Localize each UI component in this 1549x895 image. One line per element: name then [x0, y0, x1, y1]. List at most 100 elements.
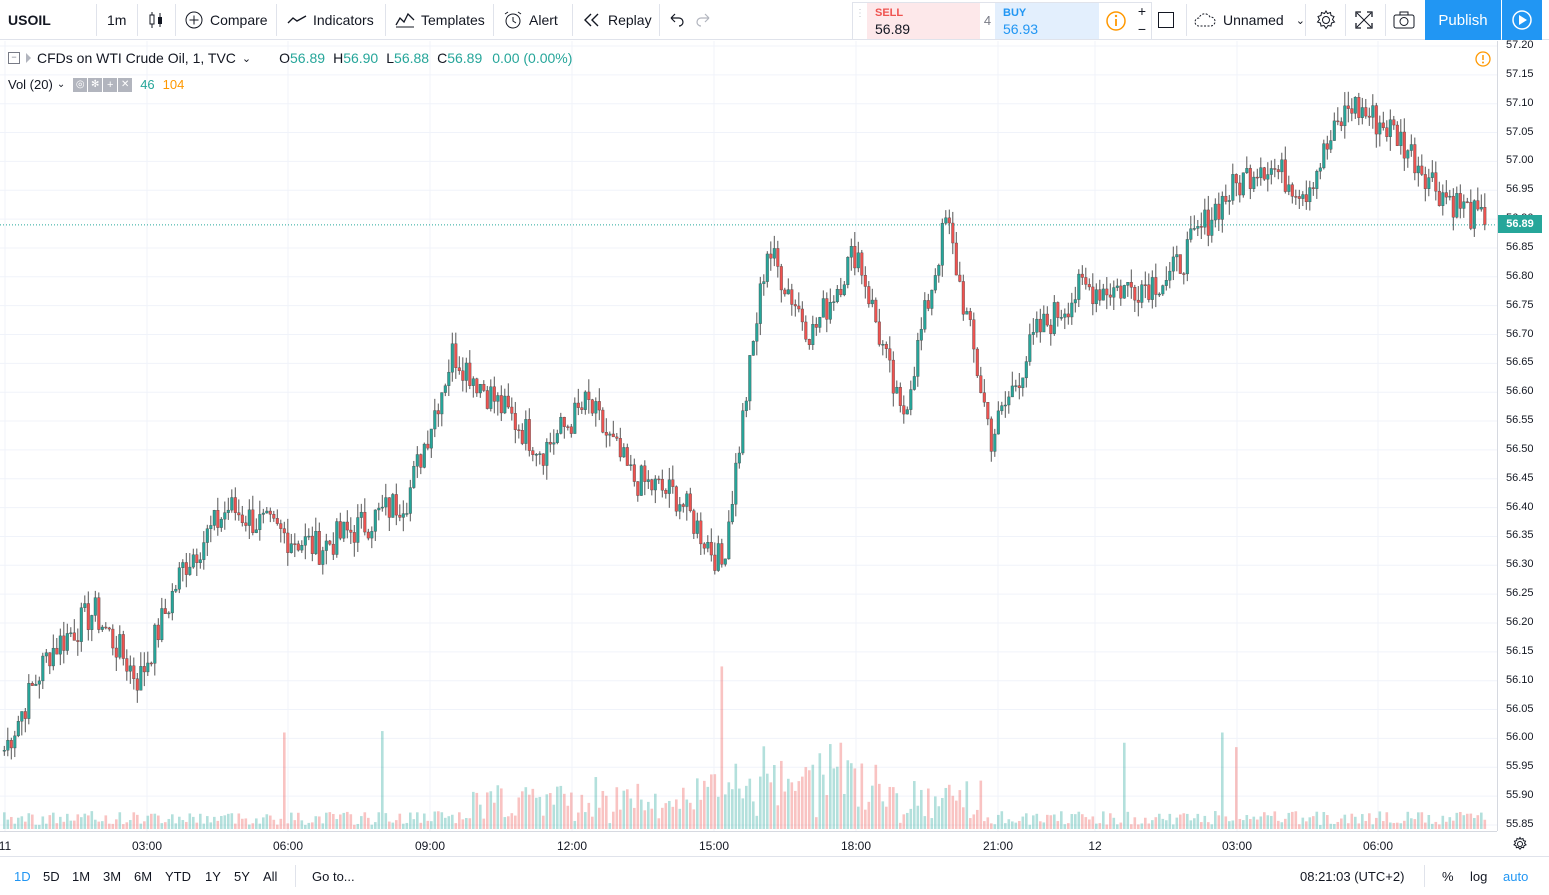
volume-bar	[1214, 811, 1217, 829]
candle-body	[1014, 385, 1018, 387]
sell-button[interactable]: SELL 56.89	[867, 3, 980, 39]
volume-bar	[1368, 813, 1371, 829]
candle-body	[408, 487, 412, 514]
fullscreen-button[interactable]	[1354, 0, 1380, 40]
redo-button[interactable]	[696, 0, 718, 40]
interval-button[interactable]: 1m	[107, 12, 127, 28]
clock-display[interactable]: 08:21:03 (UTC+2)	[1300, 869, 1405, 884]
templates-button[interactable]: Templates	[395, 0, 485, 40]
range-6m[interactable]: 6M	[134, 869, 153, 884]
range-1m[interactable]: 1M	[72, 869, 91, 884]
fullscreen-toggle[interactable]	[1157, 0, 1181, 40]
candle-body	[380, 506, 384, 509]
chevron-down-icon[interactable]: ⌄	[241, 52, 252, 65]
volume-bar	[1095, 823, 1098, 829]
candle-body	[485, 390, 489, 409]
volume-bar	[1305, 821, 1308, 829]
price-axis[interactable]: 57.2057.1557.1057.0557.0056.9556.9056.85…	[1497, 39, 1549, 831]
more-icon[interactable]: +	[103, 77, 118, 92]
volume-bar	[146, 815, 150, 829]
series-title[interactable]: CFDs on WTI Crude Oil, 1, TVC	[37, 50, 236, 66]
time-axis[interactable]: 11 03:00 06:00 09:00 12:00 15:00 18:00 21:00 12 0…	[0, 831, 1497, 856]
settings-button[interactable]	[1315, 0, 1343, 40]
settings-icon[interactable]: ✻	[88, 77, 103, 92]
layout-menu[interactable]: Unnamed ⌄	[1193, 0, 1305, 40]
range-3m[interactable]: 3M	[103, 869, 122, 884]
range-ytd[interactable]: YTD	[165, 869, 191, 884]
candle-body	[520, 430, 524, 444]
volume-bar	[937, 806, 941, 829]
percent-toggle[interactable]: %	[1442, 869, 1454, 884]
volume-bar	[486, 792, 489, 829]
candle-body	[1374, 105, 1378, 135]
volume-bar	[951, 795, 955, 829]
replay-button[interactable]: Replay	[582, 0, 652, 40]
symbol-search[interactable]: USOIL	[8, 12, 51, 28]
candle-body	[1091, 286, 1095, 305]
alert-button[interactable]: Alert	[503, 0, 558, 40]
candle-body	[1364, 107, 1368, 117]
compare-button[interactable]: Compare	[184, 0, 268, 40]
candle-body	[146, 662, 150, 673]
play-button[interactable]	[1502, 0, 1542, 40]
volume-bar	[220, 816, 223, 829]
candle-body	[1350, 108, 1354, 114]
volume-bar	[59, 816, 62, 829]
volume-bar	[76, 814, 80, 829]
candle-body	[202, 542, 206, 560]
volume-bar	[1158, 813, 1161, 829]
volume-bar	[178, 816, 181, 829]
candle-body	[982, 392, 986, 403]
divider	[659, 4, 660, 36]
range-5d[interactable]: 5D	[43, 869, 60, 884]
range-all[interactable]: All	[263, 869, 278, 884]
range-1d[interactable]: 1D	[14, 869, 31, 884]
volume-bar	[1053, 814, 1056, 829]
decrease-quantity-icon[interactable]: −	[1137, 21, 1147, 37]
publish-button[interactable]: Publish	[1425, 0, 1501, 40]
candle-body	[881, 343, 885, 346]
info-icon[interactable]	[1105, 10, 1127, 37]
price-chart[interactable]	[0, 41, 1497, 831]
collapse-icon[interactable]: −	[8, 52, 20, 64]
volume-bar	[24, 821, 27, 829]
gear-icon[interactable]	[1512, 836, 1528, 857]
candle-body	[1087, 284, 1091, 288]
log-toggle[interactable]: log	[1470, 869, 1488, 884]
volume-bar	[682, 787, 685, 829]
candle-body	[1420, 165, 1424, 175]
candle-body	[272, 514, 276, 519]
buy-button[interactable]: BUY 56.93	[995, 3, 1099, 39]
undo-button[interactable]	[668, 0, 690, 40]
snapshot-button[interactable]	[1392, 0, 1422, 40]
candle-body	[1094, 289, 1098, 305]
eye-icon[interactable]: ◎	[73, 77, 88, 92]
auto-toggle[interactable]: auto	[1503, 869, 1529, 884]
flag-icon[interactable]	[26, 53, 31, 63]
volume-bar	[1462, 815, 1466, 829]
range-1y[interactable]: 1Y	[205, 869, 221, 884]
drag-handle-icon[interactable]: ⋮⋮	[855, 8, 875, 19]
candle-body	[16, 721, 20, 737]
chart-pane[interactable]	[0, 41, 1497, 831]
volume-bar	[192, 816, 195, 829]
increase-quantity-icon[interactable]: +	[1137, 3, 1147, 19]
volume-bar	[1319, 824, 1322, 829]
indicators-button[interactable]: Indicators	[287, 0, 374, 40]
chart-style-button[interactable]	[146, 0, 172, 40]
range-5y[interactable]: 5Y	[234, 869, 250, 884]
volume-bar	[6, 819, 10, 829]
volume-bar	[234, 823, 237, 829]
volume-bar	[535, 797, 538, 829]
remove-icon[interactable]: ✕	[118, 77, 133, 92]
candle-body	[107, 627, 111, 630]
candle-body	[1010, 385, 1014, 398]
price-tick-label: 56.45	[1506, 471, 1534, 484]
candle-body	[457, 367, 461, 371]
price-tick-label: 56.25	[1506, 587, 1534, 600]
volume-bar	[1312, 816, 1315, 829]
volume-title[interactable]: Vol (20)	[8, 77, 53, 92]
chevron-down-icon[interactable]: ⌄	[56, 79, 66, 90]
warning-icon[interactable]	[1474, 50, 1492, 73]
goto-button[interactable]: Go to...	[312, 869, 355, 884]
